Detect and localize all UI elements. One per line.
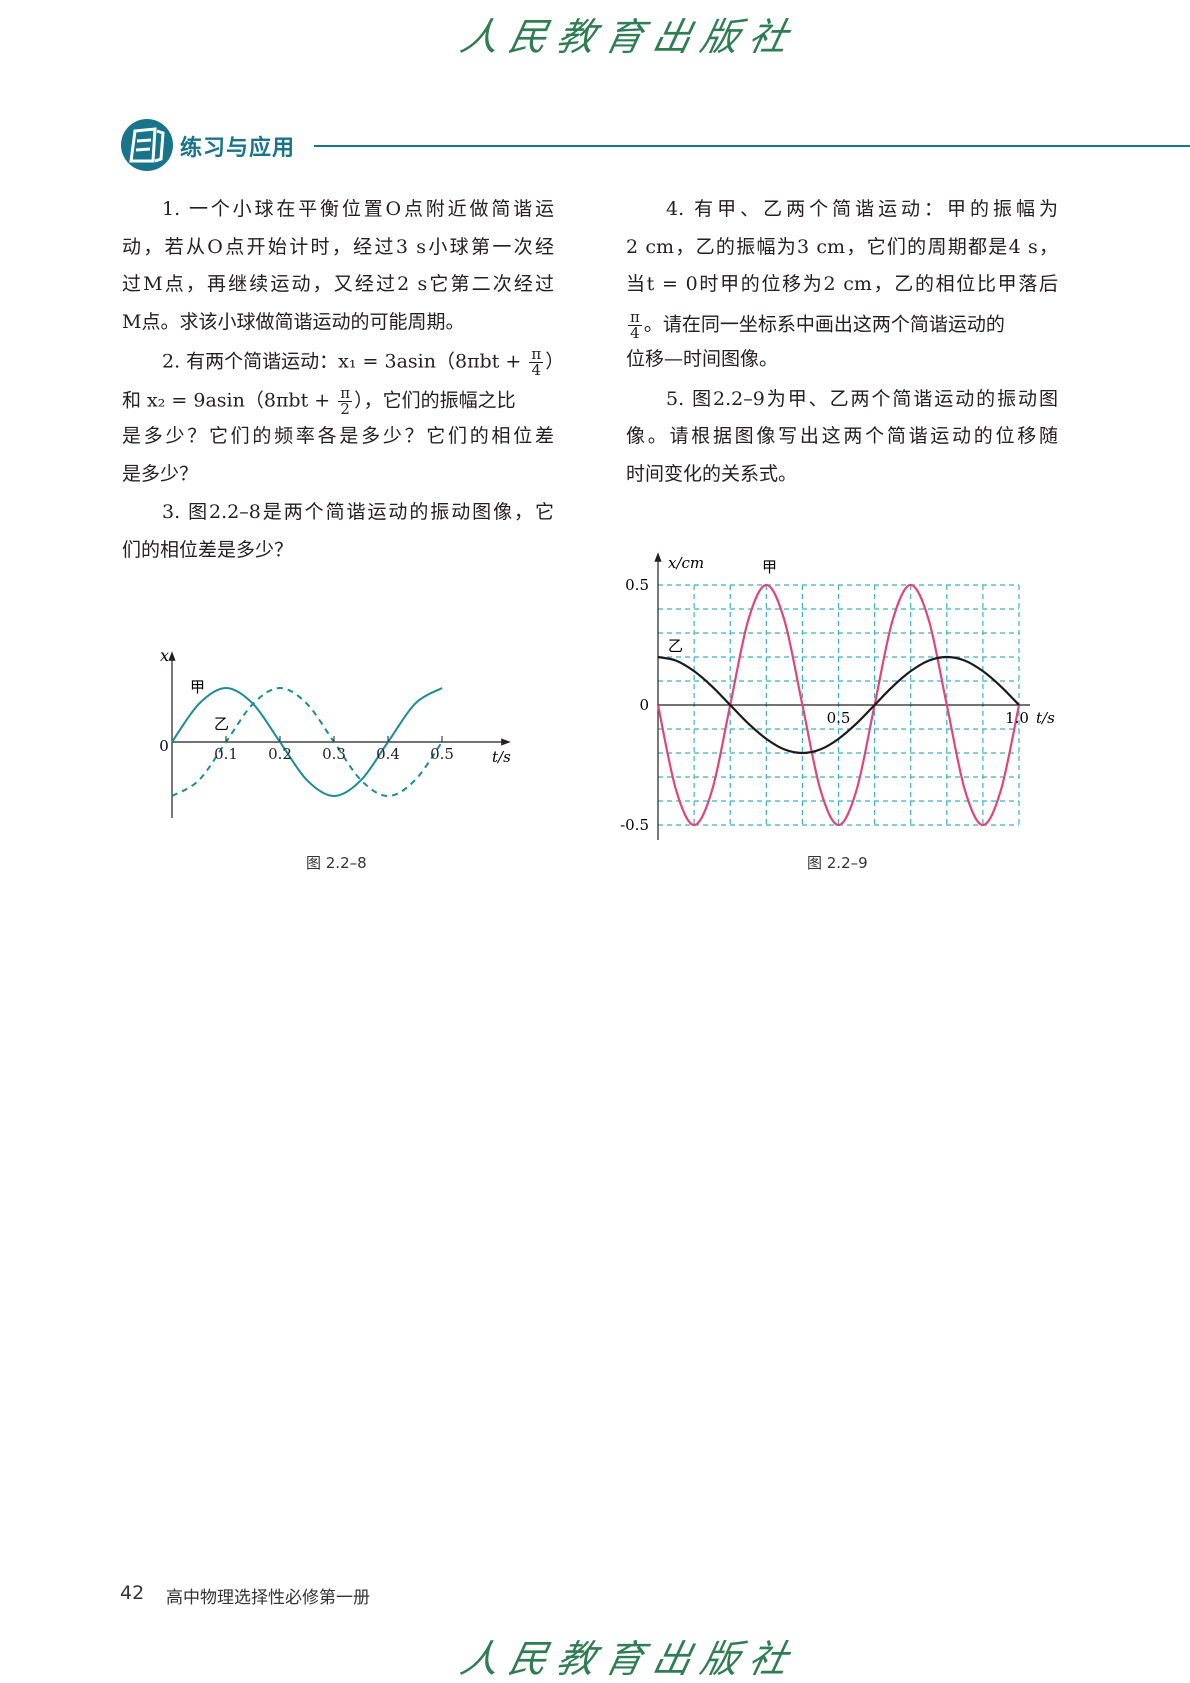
page-number: 42	[120, 1582, 145, 1604]
text-line: 2. 有两个简谐运动：x₁ = 3asin（8πbt + π 4）	[122, 347, 564, 378]
text-line: 是多少？	[122, 463, 199, 485]
x-tick-label: 0.5	[827, 709, 851, 727]
text-line: 们的相位差是多少？	[122, 539, 294, 561]
figure-caption-2-2-8: 图 2.2–8	[306, 854, 367, 872]
section-divider	[314, 145, 1190, 147]
fraction-numerator: π	[338, 384, 353, 402]
x-tick-label: 0.4	[376, 745, 400, 763]
text-line: 4. 有甲、乙两个简谐运动：甲的振幅为	[666, 198, 1058, 220]
x-tick-label: 0.1	[214, 745, 238, 763]
series-line-jia	[656, 583, 1021, 827]
text-line: 5. 图2.2–9为甲、乙两个简谐运动的振动图	[666, 388, 1058, 410]
text-line: 位移—时间图像。	[626, 348, 779, 370]
x-axis-label: t/s	[1036, 709, 1055, 727]
series-label-yi: 乙	[214, 715, 229, 733]
text-line: 动，若从O点开始计时，经过3 s小球第一次经	[122, 236, 554, 258]
figure-caption-2-2-9: 图 2.2–9	[807, 854, 868, 872]
text-line: 3. 图2.2–8是两个简谐运动的振动图像，它	[162, 501, 554, 523]
x-tick-label: 0.2	[268, 745, 292, 763]
publisher-logo-bottom: 人民教育出版社	[0, 1628, 1190, 1683]
series-label-jia: 甲	[762, 558, 777, 576]
series-line-yi	[657, 655, 1020, 755]
y-tick-label: -0.5	[620, 816, 649, 834]
publisher-logo-top: 人民教育出版社	[0, 6, 1190, 61]
text-segment: 。请在同一坐标系中画出这两个简谐运动的	[643, 313, 1005, 336]
x-axis-label: t/s	[492, 748, 511, 766]
origin-label: 0	[159, 737, 169, 755]
publisher-logo-text: 人民教育出版社	[456, 1637, 802, 1681]
text-line: 2 cm，乙的振幅为3 cm，它们的周期都是4 s，	[626, 236, 1058, 258]
text-segment: ）	[545, 350, 565, 373]
text-line: 和 x₂ = 9asin（8πbt + π 2 ），它们的振幅之比	[122, 386, 554, 417]
section-title: 练习与应用	[180, 136, 296, 161]
publisher-logo-text: 人民教育出版社	[456, 15, 802, 59]
text-segment: 2. 有两个简谐运动：x₁ = 3asin（8πbt +	[162, 350, 528, 373]
text-line: 1. 一个小球在平衡位置O点附近做简谐运	[162, 198, 554, 220]
text-line: 当t = 0时甲的位移为2 cm，乙的相位比甲落后	[626, 273, 1058, 295]
origin-label: 0	[639, 696, 649, 714]
text-segment: 和 x₂ = 9asin（8πbt +	[122, 389, 337, 412]
series-line-yi	[171, 686, 443, 798]
text-line: M点。求该小球做简谐运动的可能周期。	[122, 311, 465, 333]
series-line-jia	[171, 686, 443, 798]
fraction-denominator: 4	[630, 324, 640, 342]
book-title: 高中物理选择性必修第一册	[166, 1588, 370, 1608]
text-segment: ），它们的振幅之比	[354, 389, 516, 412]
text-line: 像。请根据图像写出这两个简谐运动的位移随	[626, 425, 1058, 447]
text-line: 过M点，再继续运动，又经过2 s它第二次经过	[122, 273, 554, 295]
y-axis-label: x/cm	[668, 554, 704, 572]
fraction-numerator: π	[529, 345, 544, 363]
fraction-denominator: 4	[531, 361, 542, 379]
series-label-yi: 乙	[668, 637, 683, 655]
text-line: π 4 。请在同一坐标系中画出这两个简谐运动的	[626, 310, 1058, 341]
text-line: 时间变化的关系式。	[626, 463, 798, 485]
fraction-denominator: 2	[340, 400, 350, 418]
x-tick-label: 0.5	[430, 745, 454, 763]
x-tick-label: 1.0	[1005, 709, 1029, 727]
fraction-numerator: π	[628, 308, 642, 326]
y-axis-label: x	[160, 646, 169, 665]
text-line: 是多少？它们的频率各是多少？它们的相位差	[122, 425, 554, 447]
exercise-book-icon	[121, 119, 173, 171]
y-tick-label: 0.5	[625, 576, 649, 594]
x-tick-label: 0.3	[322, 745, 346, 763]
series-label-jia: 甲	[190, 678, 205, 696]
